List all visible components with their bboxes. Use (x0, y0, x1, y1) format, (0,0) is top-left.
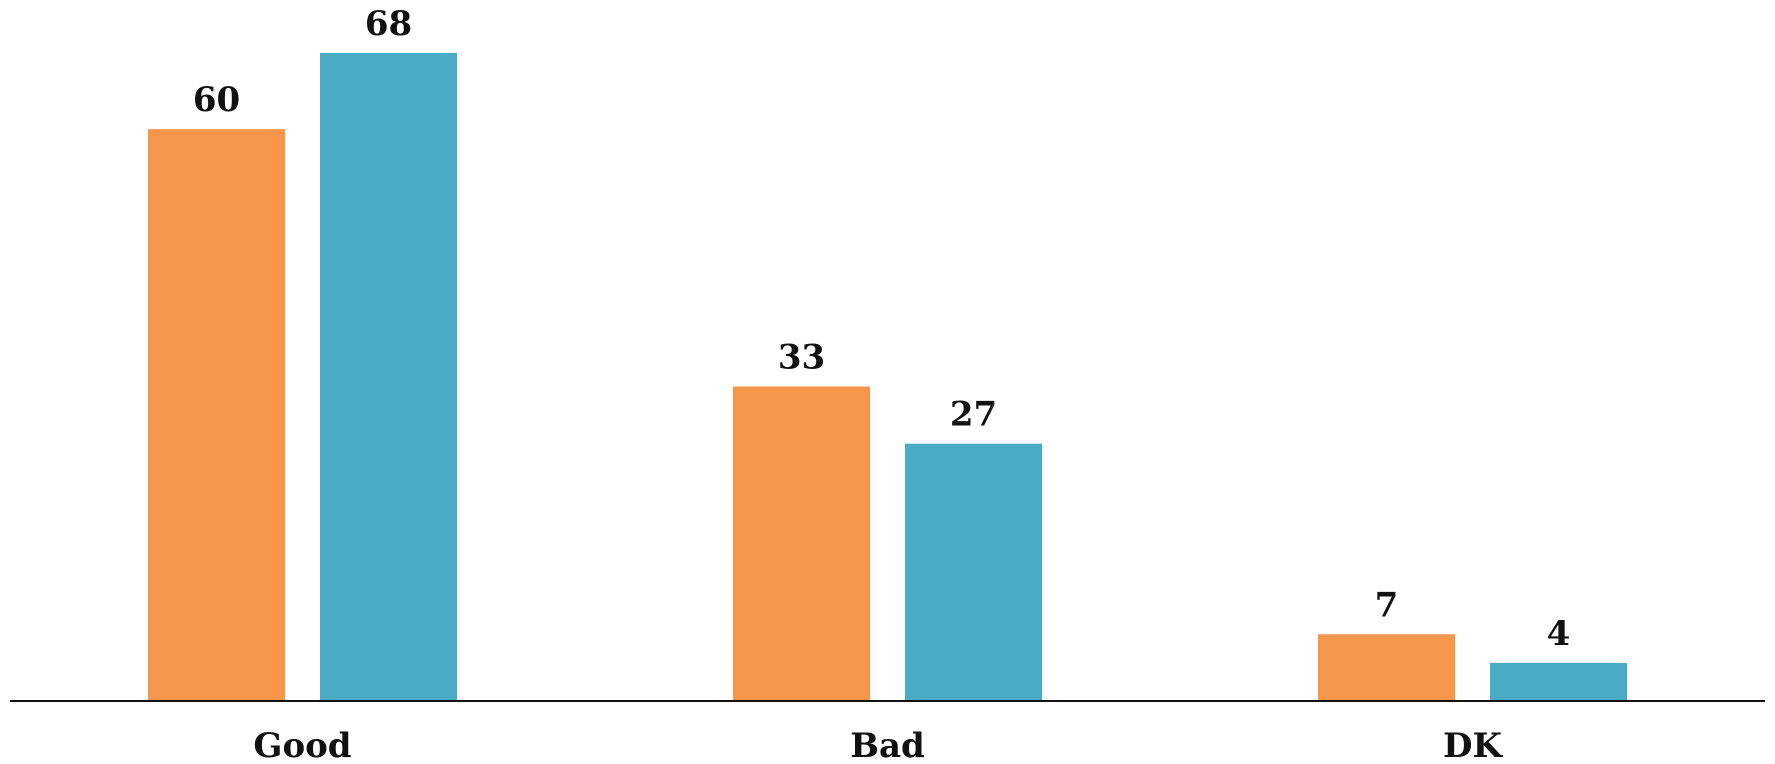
bar-dk-series-1 (1318, 634, 1455, 701)
category-label-good: Good (253, 726, 351, 764)
bar-bad-series-2 (905, 443, 1042, 701)
bars-layer (148, 52, 1627, 701)
bar-good-series-2 (320, 52, 457, 701)
value-label-dk-series-2: 4 (1547, 614, 1571, 654)
value-label-good-series-1: 60 (193, 80, 240, 120)
category-labels-layer: Good Bad DK (253, 726, 1503, 764)
bar-dk-series-2 (1490, 662, 1627, 701)
value-labels-layer: 60 68 33 27 7 4 (193, 4, 1571, 654)
value-label-bad-series-1: 33 (778, 338, 825, 378)
category-label-bad: Bad (850, 726, 925, 764)
bar-bad-series-1 (733, 386, 870, 701)
value-label-bad-series-2: 27 (950, 395, 997, 435)
value-label-dk-series-1: 7 (1375, 585, 1399, 625)
bar-good-series-1 (148, 129, 285, 701)
value-label-good-series-2: 68 (365, 4, 412, 44)
category-label-dk: DK (1443, 726, 1503, 764)
